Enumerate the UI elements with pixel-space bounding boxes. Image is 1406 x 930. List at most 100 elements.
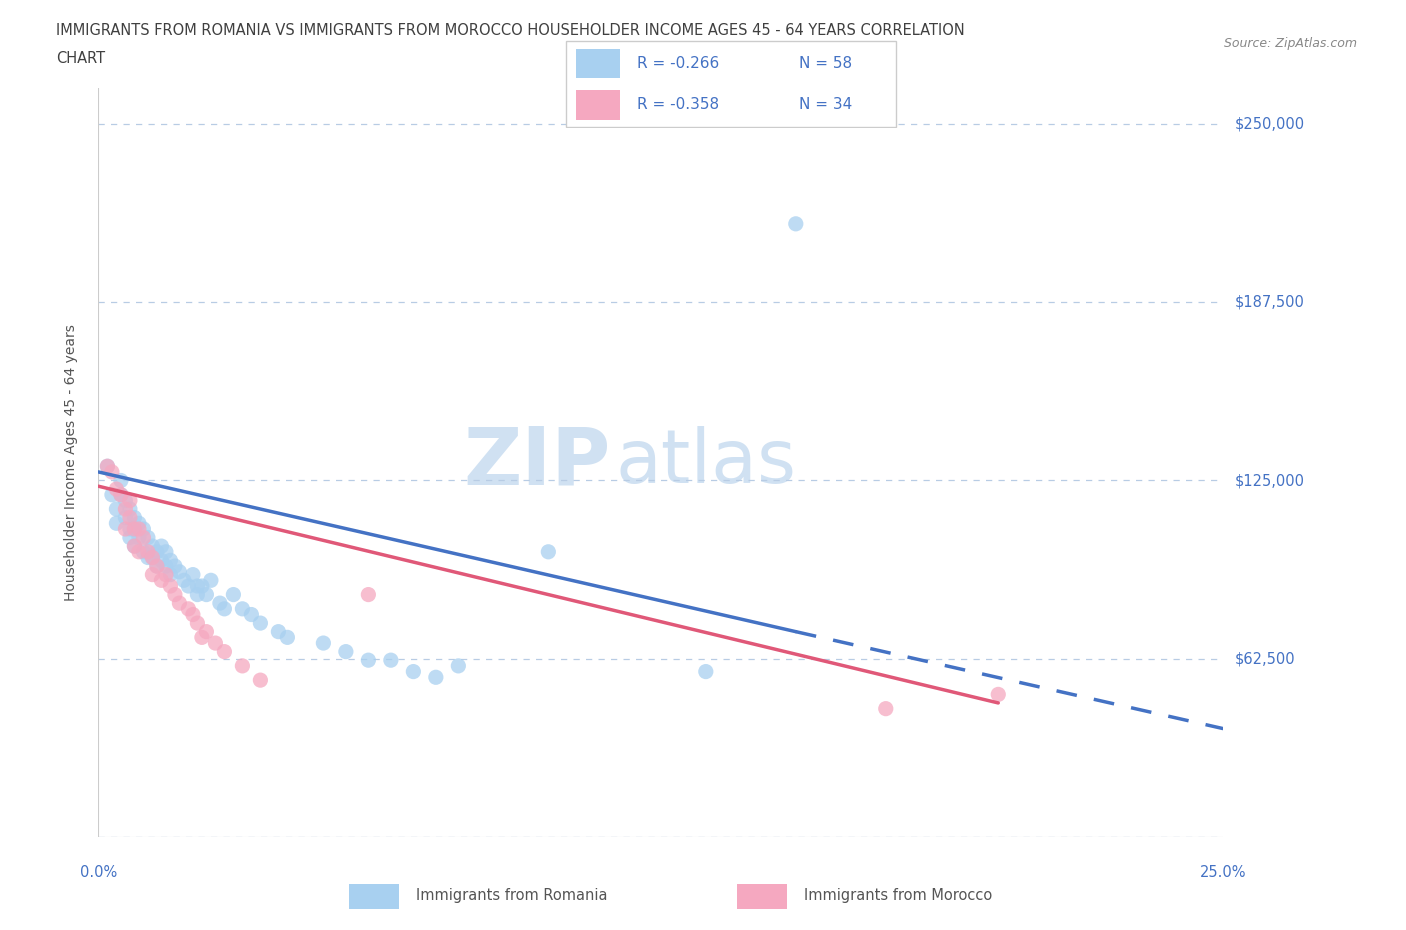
Point (141, 550, 163, 565)
FancyBboxPatch shape (565, 41, 897, 127)
Point (186, 587, 208, 602)
Text: $125,000: $125,000 (1234, 473, 1305, 488)
Point (357, 653, 380, 668)
Point (150, 538, 173, 553)
Point (114, 501, 136, 516)
Point (169, 596, 191, 611)
Text: atlas: atlas (616, 426, 797, 499)
Point (141, 550, 163, 565)
Point (146, 559, 169, 574)
Text: Source: ZipAtlas.com: Source: ZipAtlas.com (1223, 37, 1357, 50)
Point (159, 567, 181, 582)
Point (195, 587, 218, 602)
Point (150, 573, 173, 588)
Point (249, 616, 271, 631)
Text: $187,500: $187,500 (1234, 295, 1305, 310)
Point (114, 493, 136, 508)
Point (132, 522, 155, 537)
Point (101, 464, 124, 479)
Bar (737, 884, 787, 910)
Text: CHART: CHART (56, 51, 105, 66)
Point (208, 596, 231, 611)
Point (159, 578, 181, 593)
Point (785, 217, 807, 232)
Text: $62,500: $62,500 (1234, 651, 1295, 666)
Point (141, 538, 163, 553)
Point (204, 635, 226, 650)
Point (163, 559, 186, 574)
Point (186, 616, 208, 631)
Point (105, 501, 128, 516)
Point (159, 553, 181, 568)
Point (96, 458, 118, 473)
Point (105, 516, 128, 531)
Point (312, 635, 335, 650)
Point (155, 567, 177, 582)
Point (177, 602, 200, 617)
Point (155, 544, 177, 559)
Point (231, 602, 253, 617)
Point (537, 544, 560, 559)
Point (191, 630, 214, 644)
Point (177, 578, 200, 593)
Point (136, 530, 159, 545)
Point (276, 630, 298, 644)
Text: N = 34: N = 34 (799, 97, 852, 112)
Point (128, 544, 150, 559)
Point (132, 530, 155, 545)
Point (114, 522, 136, 537)
Point (118, 511, 141, 525)
Point (128, 522, 150, 537)
Point (987, 687, 1010, 702)
Point (357, 587, 380, 602)
Point (118, 501, 141, 516)
Text: N = 58: N = 58 (799, 57, 852, 72)
Text: IMMIGRANTS FROM ROMANIA VS IMMIGRANTS FROM MOROCCO HOUSEHOLDER INCOME AGES 45 - : IMMIGRANTS FROM ROMANIA VS IMMIGRANTS FR… (56, 23, 965, 38)
Point (169, 565, 191, 579)
Point (141, 567, 163, 582)
Point (425, 670, 447, 684)
Point (136, 544, 159, 559)
Point (132, 544, 155, 559)
Point (146, 544, 169, 559)
Text: R = -0.358: R = -0.358 (637, 97, 718, 112)
Point (124, 538, 146, 553)
Point (402, 664, 425, 679)
Point (118, 522, 141, 537)
Text: Immigrants from Morocco: Immigrants from Morocco (804, 887, 993, 903)
Point (231, 658, 253, 673)
Point (191, 578, 214, 593)
Point (163, 587, 186, 602)
Point (110, 487, 132, 502)
Point (96, 458, 118, 473)
Text: 25.0%: 25.0% (1199, 865, 1247, 880)
Point (110, 473, 132, 488)
Text: $250,000: $250,000 (1234, 116, 1305, 131)
Point (222, 587, 245, 602)
Point (173, 573, 195, 588)
Point (124, 511, 146, 525)
Point (146, 559, 169, 574)
Text: ZIP: ZIP (463, 424, 610, 501)
Bar (576, 49, 620, 78)
Point (214, 602, 236, 617)
Point (875, 701, 897, 716)
Point (150, 553, 173, 568)
Point (181, 607, 204, 622)
Point (195, 624, 218, 639)
Point (155, 559, 177, 574)
Point (186, 578, 208, 593)
Point (181, 567, 204, 582)
Point (124, 538, 146, 553)
Point (380, 653, 402, 668)
Point (695, 664, 717, 679)
Point (114, 511, 136, 525)
Bar (576, 90, 620, 120)
Point (240, 607, 263, 622)
Point (105, 482, 128, 497)
Bar (349, 884, 399, 910)
Y-axis label: Householder Income Ages 45 - 64 years: Householder Income Ages 45 - 64 years (63, 325, 77, 601)
Text: Immigrants from Romania: Immigrants from Romania (416, 887, 607, 903)
Point (267, 624, 290, 639)
Point (214, 644, 236, 659)
